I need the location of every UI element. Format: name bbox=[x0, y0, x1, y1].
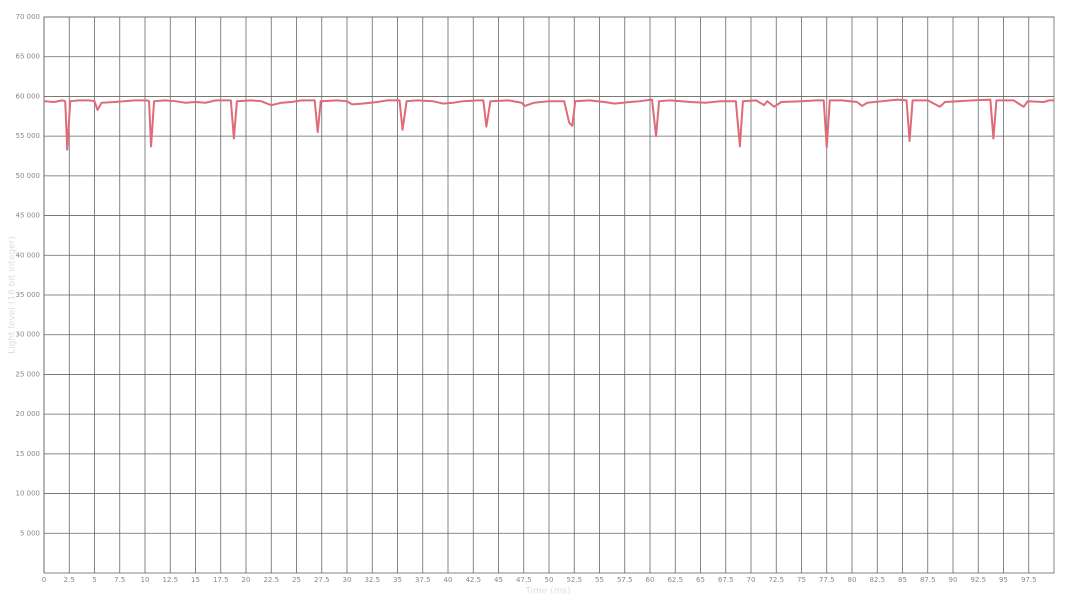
y-tick-label: 10 000 bbox=[16, 490, 41, 498]
x-tick-label: 2.5 bbox=[64, 576, 75, 584]
x-tick-label: 70 bbox=[747, 576, 756, 584]
x-tick-label: 60 bbox=[646, 576, 655, 584]
data-line bbox=[43, 98, 1054, 151]
x-axis-title: Time (ms) bbox=[524, 587, 570, 597]
x-tick-label: 37.5 bbox=[415, 576, 431, 584]
x-tick-label: 90 bbox=[949, 576, 958, 584]
y-tick-label: 15 000 bbox=[16, 450, 41, 458]
x-tick-label: 55 bbox=[595, 576, 604, 584]
x-tick-label: 17.5 bbox=[213, 576, 229, 584]
x-tick-label: 47.5 bbox=[516, 576, 532, 584]
x-tick-label: 45 bbox=[494, 576, 503, 584]
x-tick-label: 20 bbox=[242, 576, 251, 584]
y-tick-label: 25 000 bbox=[16, 370, 41, 378]
x-tick-label: 92.5 bbox=[970, 576, 986, 584]
y-tick-label: 40 000 bbox=[16, 251, 41, 259]
y-tick-label: 35 000 bbox=[16, 291, 41, 299]
x-tick-label: 15 bbox=[191, 576, 200, 584]
y-tick-label: 70 000 bbox=[16, 13, 41, 21]
x-tick-label: 35 bbox=[393, 576, 402, 584]
x-tick-label: 40 bbox=[444, 576, 453, 584]
x-tick-label: 57.5 bbox=[617, 576, 633, 584]
x-tick-label: 97.5 bbox=[1021, 576, 1037, 584]
x-tick-label: 30 bbox=[343, 576, 352, 584]
x-tick-label: 50 bbox=[545, 576, 554, 584]
x-tick-label: 10 bbox=[141, 576, 150, 584]
x-tick-label: 5 bbox=[92, 576, 96, 584]
x-tick-label: 25 bbox=[292, 576, 301, 584]
x-tick-label: 95 bbox=[999, 576, 1008, 584]
y-tick-label: 65 000 bbox=[16, 53, 41, 61]
x-tick-label: 87.5 bbox=[920, 576, 936, 584]
x-tick-label: 62.5 bbox=[667, 576, 683, 584]
x-tick-label: 7.5 bbox=[114, 576, 125, 584]
x-tick-label: 67.5 bbox=[718, 576, 734, 584]
y-tick-label: 55 000 bbox=[16, 132, 41, 140]
x-tick-label: 0 bbox=[42, 576, 46, 584]
x-tick-label: 52.5 bbox=[566, 576, 582, 584]
x-tick-label: 72.5 bbox=[768, 576, 784, 584]
x-tick-label: 82.5 bbox=[869, 576, 885, 584]
y-tick-label: 5 000 bbox=[20, 529, 40, 537]
x-tick-label: 80 bbox=[848, 576, 857, 584]
x-tick-label: 22.5 bbox=[263, 576, 279, 584]
x-tick-label: 12.5 bbox=[162, 576, 178, 584]
y-tick-label: 20 000 bbox=[16, 410, 41, 418]
y-axis-title: Light level (16 bit integer) bbox=[8, 236, 18, 354]
x-tick-label: 85 bbox=[898, 576, 907, 584]
y-tick-label: 30 000 bbox=[16, 331, 41, 339]
y-tick-label: 45 000 bbox=[16, 212, 41, 220]
x-tick-label: 65 bbox=[696, 576, 705, 584]
x-tick-label: 32.5 bbox=[364, 576, 380, 584]
x-tick-label: 27.5 bbox=[314, 576, 330, 584]
x-tick-label: 75 bbox=[797, 576, 806, 584]
x-tick-label: 42.5 bbox=[465, 576, 481, 584]
y-tick-label: 50 000 bbox=[16, 172, 41, 180]
x-tick-label: 77.5 bbox=[819, 576, 835, 584]
y-tick-label: 60 000 bbox=[16, 92, 41, 100]
